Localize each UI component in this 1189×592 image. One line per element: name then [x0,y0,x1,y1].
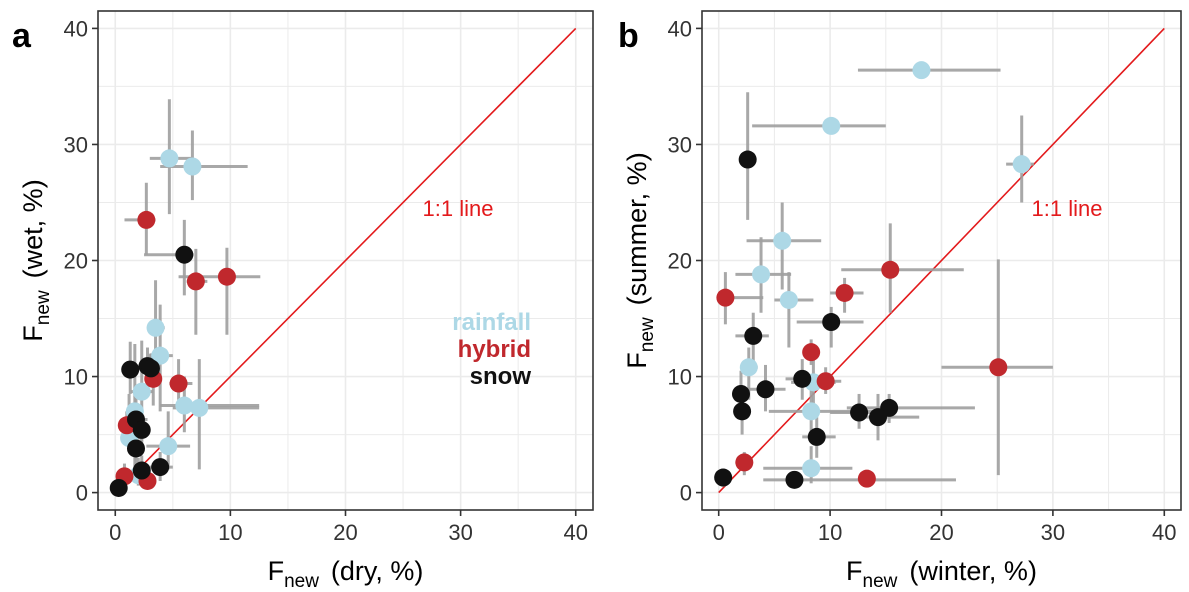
y-tick-label: 0 [680,481,692,506]
data-point-hybrid [186,272,205,291]
data-point-snow [731,384,750,403]
data-point-rainfall [912,61,931,80]
y-axis-title-main: F [18,325,48,342]
data-point-snow [141,359,160,378]
data-point-hybrid [835,283,854,302]
data-point-snow [793,369,812,388]
data-point-hybrid [169,374,188,393]
data-point-hybrid [816,372,835,391]
data-point-hybrid [857,469,876,488]
data-point-snow [109,478,128,497]
data-point-hybrid [137,210,156,229]
one-to-one-line [114,27,577,494]
data-point-snow [714,468,733,487]
y-tick-label: 10 [668,365,692,390]
y-axis-title-main: F [622,352,652,369]
panel-letter: b [618,17,639,55]
y-axis-title-subscript: new [637,317,658,352]
legend-item-hybrid: hybrid [458,336,531,363]
panel-b: 0 10 20 30 40 0 10 20 30 40 Fnew (winter, %) Fnew (su… [618,10,1182,592]
data-point-rainfall [175,396,194,415]
data-point-rainfall [773,231,792,250]
y-tick-label: 20 [64,249,88,274]
y-tick-label: 30 [64,132,88,157]
data-point-snow [785,470,804,489]
x-tick-label: 40 [1152,520,1176,545]
data-point-hybrid [881,260,900,279]
one-to-one-line [718,27,1165,494]
legend-item-rainfall: rainfall [452,309,531,336]
data-point-rainfall [802,459,821,478]
data-point-rainfall [151,346,170,365]
x-axis-title: Fnew (dry, %) [268,556,424,587]
data-point-snow [132,420,151,439]
x-axis-title: Fnew (winter, %) [846,556,1037,587]
data-point-snow [850,403,869,422]
x-tick-label: 0 [109,520,121,545]
data-point-snow [756,380,775,399]
data-point-hybrid [802,343,821,362]
data-point-snow [175,245,194,264]
one-to-one-label: 1:1 line [423,196,494,221]
data-point-snow [744,326,763,345]
data-point-snow [869,408,888,427]
y-axis-title-rest: (wet, %) [18,179,48,278]
y-tick-label: 40 [668,16,692,41]
y-axis-title: Fnew (summer, %) [622,152,658,368]
y-axis-title: Fnew (wet, %) [18,179,54,341]
y-tick-label: 10 [64,365,88,390]
data-point-rainfall [739,358,758,377]
x-tick-label: 20 [929,520,953,545]
data-point-snow [822,313,841,332]
x-axis-title-main: F [268,556,285,586]
one-to-one-label: 1:1 line [1032,196,1103,221]
y-tick-label: 0 [76,481,88,506]
data-point-snow [121,360,140,379]
x-tick-label: 0 [713,520,725,545]
panel-a: 0 10 20 30 40 0 10 20 30 40 Fnew (dry, %) Fnew (wet, … [12,10,594,592]
data-point-rainfall [190,398,209,417]
data-point-hybrid [735,453,754,472]
panel-letter: a [12,17,32,55]
data-point-rainfall [802,402,821,421]
x-axis-title-rest: (dry, %) [331,556,424,586]
data-point-rainfall [822,116,841,135]
x-tick-label: 30 [448,520,472,545]
data-point-rainfall [146,318,165,337]
data-point-hybrid [716,288,735,307]
x-axis-title-main: F [846,556,863,586]
data-point-rainfall [779,290,798,309]
data-point-rainfall [132,382,151,401]
data-point-snow [738,150,757,169]
y-tick-label: 30 [668,132,692,157]
data-point-snow [151,458,170,477]
y-axis-title-rest: (summer, %) [622,152,652,305]
data-point-rainfall [159,437,178,456]
data-point-snow [126,439,145,458]
x-axis-title-subscript: new [863,571,898,587]
data-point-snow [733,402,752,421]
data-point-snow [132,461,151,480]
data-point-rainfall [752,265,771,284]
data-point-hybrid [989,358,1008,377]
y-axis-title-subscript: new [33,290,54,325]
data-point-hybrid [217,267,236,286]
x-tick-label: 40 [563,520,587,545]
data-point-snow [807,427,826,446]
x-tick-label: 30 [1041,520,1065,545]
x-tick-label: 20 [333,520,357,545]
data-point-rainfall [183,157,202,176]
x-tick-label: 10 [218,520,242,545]
legend-item-snow: snow [470,363,532,390]
data-point-rainfall [160,149,179,168]
y-tick-label: 40 [64,16,88,41]
x-axis-title-rest: (winter, %) [909,556,1037,586]
x-axis-title-subscript: new [284,571,319,587]
x-tick-label: 10 [818,520,842,545]
y-tick-label: 20 [668,249,692,274]
data-point-rainfall [1012,155,1031,174]
